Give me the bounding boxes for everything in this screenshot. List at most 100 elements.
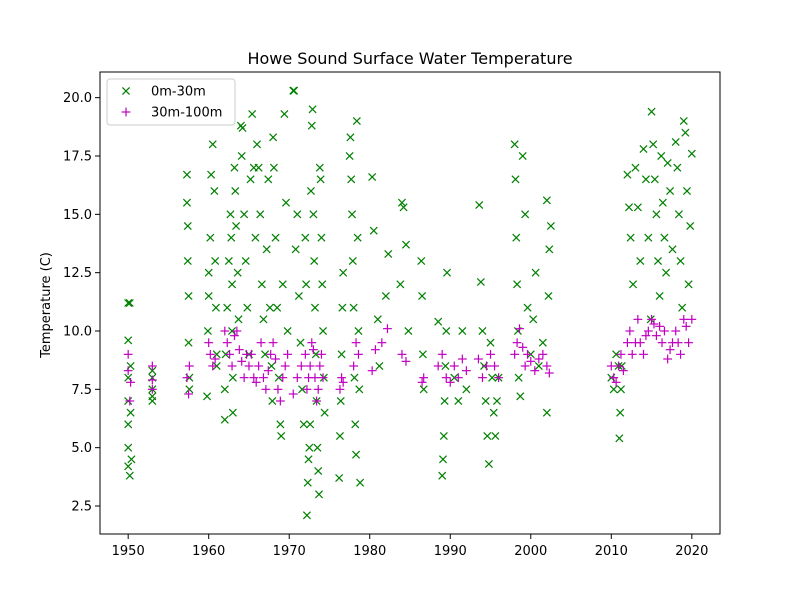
- data-point: [616, 385, 625, 394]
- data-point: [314, 466, 323, 476]
- data-point: [636, 256, 645, 266]
- data-point: [629, 280, 638, 289]
- data-point: [271, 354, 280, 364]
- data-point: [283, 349, 293, 359]
- data-point: [639, 349, 648, 359]
- data-point: [644, 233, 653, 242]
- data-point: [240, 210, 249, 219]
- data-point: [418, 350, 427, 359]
- data-point: [523, 349, 532, 359]
- data-point: [184, 338, 193, 347]
- data-point: [305, 361, 315, 371]
- x-tick-label: 1980: [353, 544, 386, 559]
- data-point: [208, 361, 218, 371]
- data-point: [348, 256, 357, 266]
- data-point: [307, 121, 316, 130]
- x-tick-label: 1990: [434, 544, 467, 559]
- data-point: [401, 356, 411, 366]
- data-point: [207, 170, 216, 179]
- data-point: [438, 455, 448, 464]
- data-point: [681, 128, 690, 137]
- data-point: [356, 478, 365, 487]
- data-point: [241, 256, 250, 266]
- data-point: [651, 331, 661, 341]
- data-point: [443, 268, 452, 277]
- data-point: [534, 354, 544, 364]
- x-tick-label: 2000: [514, 544, 547, 559]
- data-point: [482, 361, 491, 371]
- data-point: [627, 349, 637, 359]
- data-point: [335, 473, 344, 483]
- data-point: [671, 137, 680, 147]
- data-point: [516, 392, 525, 401]
- data-point: [292, 373, 302, 383]
- data-point: [623, 170, 632, 179]
- data-point: [658, 198, 667, 207]
- data-point: [348, 210, 357, 219]
- data-point: [514, 373, 523, 382]
- data-point: [419, 373, 429, 383]
- data-point: [294, 291, 303, 301]
- data-point: [303, 478, 312, 487]
- data-point: [531, 268, 540, 277]
- data-point: [494, 373, 503, 383]
- data-point: [492, 396, 501, 406]
- data-point: [317, 349, 326, 359]
- data-point: [314, 490, 324, 499]
- data-point: [515, 324, 524, 334]
- data-point: [478, 326, 487, 336]
- data-point: [657, 338, 667, 348]
- data-point: [335, 384, 345, 394]
- legend-box: [106, 78, 236, 126]
- data-point: [237, 356, 247, 366]
- data-point: [486, 349, 495, 359]
- data-point: [318, 373, 328, 383]
- data-point: [259, 315, 268, 324]
- data-point: [277, 431, 286, 441]
- data-point: [679, 314, 689, 324]
- data-point: [441, 373, 451, 383]
- data-point: [271, 233, 280, 242]
- data-point: [384, 249, 393, 259]
- data-point: [616, 408, 625, 417]
- y-tick-label: 7.5: [71, 383, 92, 398]
- data-point: [544, 368, 554, 378]
- data-point: [687, 149, 696, 158]
- data-point: [234, 315, 243, 324]
- data-point: [354, 326, 363, 336]
- data-point: [182, 170, 191, 179]
- data-point: [251, 377, 261, 387]
- data-point: [546, 221, 555, 231]
- data-point: [313, 384, 323, 394]
- data-point: [438, 471, 447, 480]
- data-point: [518, 151, 527, 161]
- data-point: [308, 345, 318, 355]
- data-point: [457, 354, 467, 364]
- data-point: [616, 349, 626, 359]
- data-point: [300, 349, 310, 359]
- data-point: [310, 373, 320, 383]
- data-point: [397, 198, 406, 207]
- data-point: [248, 109, 257, 119]
- data-point: [204, 338, 214, 348]
- data-point: [419, 385, 428, 394]
- data-point: [655, 321, 665, 331]
- data-point: [239, 373, 249, 383]
- data-point: [668, 245, 677, 254]
- data-point: [337, 373, 346, 383]
- y-tick-label: 5.0: [71, 441, 92, 456]
- y-tick-label: 12.5: [63, 266, 92, 281]
- data-point: [312, 396, 321, 406]
- data-point: [256, 338, 266, 348]
- data-point: [377, 338, 387, 348]
- data-point: [475, 200, 484, 210]
- data-point: [302, 280, 311, 289]
- data-point: [288, 389, 298, 399]
- data-point: [299, 420, 308, 429]
- data-point: [266, 349, 276, 359]
- data-point: [124, 443, 133, 452]
- data-point: [320, 408, 329, 417]
- data-point: [147, 384, 157, 394]
- data-point: [269, 133, 278, 142]
- data-point: [433, 361, 443, 371]
